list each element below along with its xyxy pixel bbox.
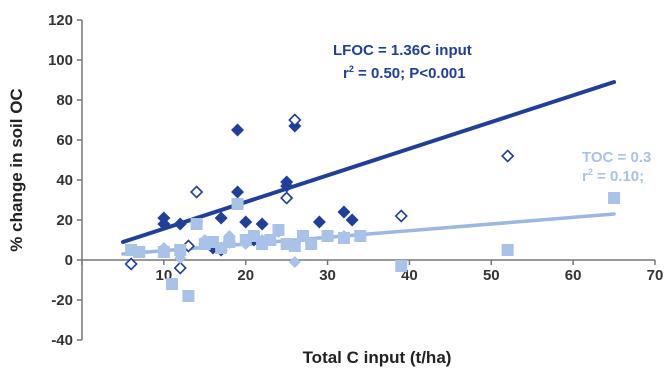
toc-point: [182, 290, 195, 302]
lfoc-point: [345, 213, 359, 227]
x-tick-label: 60: [565, 267, 582, 284]
x-tick-label: 50: [483, 267, 500, 284]
toc-point: [231, 198, 244, 210]
lfoc-point: [255, 217, 269, 231]
toc-point: [288, 240, 301, 252]
toc-diamond-point: [223, 230, 236, 242]
toc-point: [133, 246, 146, 258]
y-tick-label: 100: [48, 52, 73, 69]
toc-diamond-point: [272, 226, 285, 238]
toc-diamond-point: [239, 238, 252, 250]
lfoc-point: [239, 215, 253, 229]
y-tick-label: 0: [65, 252, 73, 269]
lfoc-open-point: [124, 257, 138, 271]
toc-point: [190, 218, 203, 230]
lfoc-open-point: [288, 113, 302, 127]
toc-diamond-point: [256, 234, 269, 246]
toc-diamond-point: [157, 242, 170, 254]
y-tick-label: 120: [48, 12, 73, 29]
lfoc-open-point: [280, 191, 294, 205]
toc-diamond-point: [337, 230, 350, 242]
y-tick-label: 20: [56, 212, 73, 229]
toc-diamond-point: [174, 252, 187, 264]
toc-diamond-point: [288, 256, 301, 268]
toc-point: [395, 260, 408, 272]
lfoc-open-point: [394, 209, 408, 223]
toc-point: [264, 234, 277, 246]
toc-point: [305, 238, 318, 250]
lfoc-point: [173, 217, 187, 231]
toc-diamond-point: [198, 234, 211, 246]
lfoc-point: [337, 205, 351, 219]
lfoc-point: [231, 185, 245, 199]
toc-point: [174, 244, 187, 256]
y-tick-label: 60: [56, 132, 73, 149]
lfoc-point: [231, 123, 245, 137]
y-tick-label: -20: [51, 292, 73, 309]
lfoc-point: [312, 215, 326, 229]
toc-stats-label: r2 = 0.10;: [582, 167, 644, 185]
toc-point: [166, 278, 179, 290]
lfoc-point: [157, 217, 171, 231]
y-axis-title: % change in soil OC: [7, 88, 26, 251]
x-tick-label: 30: [319, 267, 336, 284]
lfoc-open-point: [501, 149, 515, 163]
y-tick-label: 80: [56, 92, 73, 109]
lfoc-open-point: [173, 261, 187, 275]
toc-point: [608, 192, 621, 204]
lfoc-equation-label: LFOC = 1.36C input: [333, 42, 472, 59]
x-tick-label: 70: [647, 267, 664, 284]
x-axis-title: Total C input (t/ha): [303, 348, 452, 367]
y-tick-label: 40: [56, 172, 73, 189]
toc-equation-label: TOC = 0.3: [582, 149, 651, 166]
lfoc-point: [214, 211, 228, 225]
lfoc-stats-label: r2 = 0.50; P<0.001: [343, 64, 466, 82]
toc-point: [354, 230, 367, 242]
lfoc-point: [280, 175, 294, 189]
x-tick-label: 20: [237, 267, 254, 284]
y-tick-label: -40: [51, 332, 73, 349]
lfoc-trendline: [120, 80, 617, 244]
toc-diamond-point: [321, 230, 334, 242]
lfoc-open-point: [189, 185, 204, 199]
toc-point: [501, 244, 514, 256]
